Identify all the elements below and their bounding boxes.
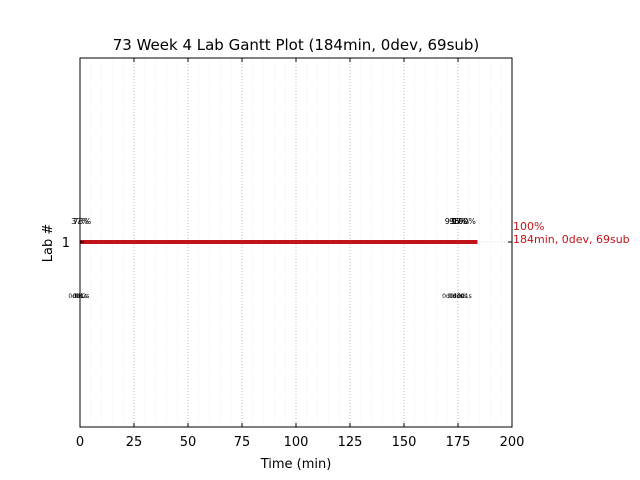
x-axis-label: Time (min) xyxy=(260,457,332,472)
x-tick-label: 125 xyxy=(338,435,363,450)
x-tick-label: 100 xyxy=(284,435,309,450)
y-axis-label: Lab # xyxy=(41,224,56,263)
x-tick-label: 75 xyxy=(234,435,251,450)
duration-label: 0d1s xyxy=(457,293,472,300)
duration-label: 0d0s xyxy=(68,293,83,300)
duration-label: 0d2s xyxy=(75,293,90,300)
chart-title: 73 Week 4 Lab Gantt Plot (184min, 0dev, … xyxy=(113,36,480,54)
x-tick-label: 0 xyxy=(76,435,84,450)
y-axis-ticks: 1 xyxy=(62,236,512,251)
progress-label: 97% xyxy=(451,217,469,226)
x-tick-label: 50 xyxy=(180,435,197,450)
x-tick-label: 175 xyxy=(446,435,471,450)
y-tick-label: 1 xyxy=(62,236,70,251)
bar-summary-label: 184min, 0dev, 69sub xyxy=(513,233,630,246)
progress-label: 93% xyxy=(445,217,463,226)
progress-label: 95% xyxy=(449,217,467,226)
duration-label: 0d0s xyxy=(442,293,457,300)
x-tick-label: 200 xyxy=(500,435,525,450)
x-axis-ticks: 0 25 50 75 100 125 150 175 200 xyxy=(76,58,525,450)
duration-label: 0d0s xyxy=(453,293,468,300)
progress-label: 73% xyxy=(73,217,91,226)
bar-end-label: 100% xyxy=(513,220,544,233)
x-tick-label: 150 xyxy=(392,435,417,450)
progress-label: 100% xyxy=(453,217,476,226)
duration-label: 0d1s xyxy=(449,293,464,300)
x-tick-label: 25 xyxy=(126,435,143,450)
